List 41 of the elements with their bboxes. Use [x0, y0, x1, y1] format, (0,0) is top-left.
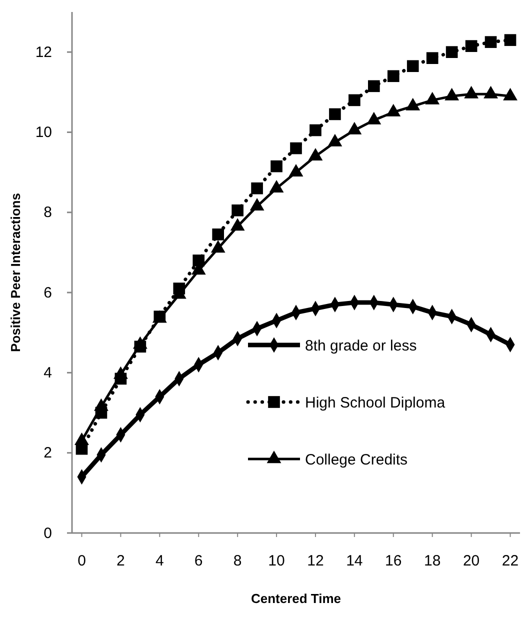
point	[212, 228, 224, 240]
point	[348, 94, 360, 106]
x-tick-label: 6	[194, 552, 203, 570]
x-tick-label: 2	[116, 552, 125, 570]
legend-label: 8th grade or less	[305, 337, 417, 354]
point	[368, 80, 380, 92]
point	[270, 160, 282, 172]
point	[504, 34, 516, 46]
point	[406, 60, 419, 72]
legend-label: College Credits	[305, 451, 408, 468]
x-tick-label: 12	[307, 552, 324, 570]
point	[465, 40, 478, 52]
point	[426, 52, 438, 64]
y-tick-label: 4	[44, 364, 52, 382]
x-tick-label: 0	[78, 552, 86, 570]
point	[446, 46, 458, 58]
x-tick-label: 22	[502, 552, 519, 570]
y-tick-label: 2	[44, 444, 52, 462]
x-tick-label: 18	[424, 552, 441, 570]
y-tick-label: 12	[35, 44, 52, 61]
x-axis-title: Centered Time	[250, 591, 342, 606]
y-axis-title: Positive Peer Interactions	[8, 193, 23, 352]
point	[232, 204, 244, 216]
y-tick-label: 10	[35, 124, 52, 142]
x-tick-label: 10	[268, 552, 285, 570]
y-tick-label: 0	[44, 524, 52, 542]
x-tick-label: 14	[346, 552, 363, 570]
point	[192, 254, 205, 266]
x-tick-label: 8	[233, 552, 242, 570]
point	[387, 70, 400, 82]
point	[310, 124, 322, 136]
legend-label: High School Diploma	[305, 394, 446, 412]
point	[484, 36, 497, 48]
point	[329, 108, 341, 120]
point	[290, 142, 302, 154]
x-tick-label: 20	[462, 552, 480, 570]
y-tick-label: 6	[44, 284, 52, 302]
x-tick-label: 16	[385, 552, 402, 570]
y-tick-label: 8	[44, 204, 52, 222]
point	[251, 182, 263, 194]
x-tick-label: 4	[155, 552, 164, 570]
